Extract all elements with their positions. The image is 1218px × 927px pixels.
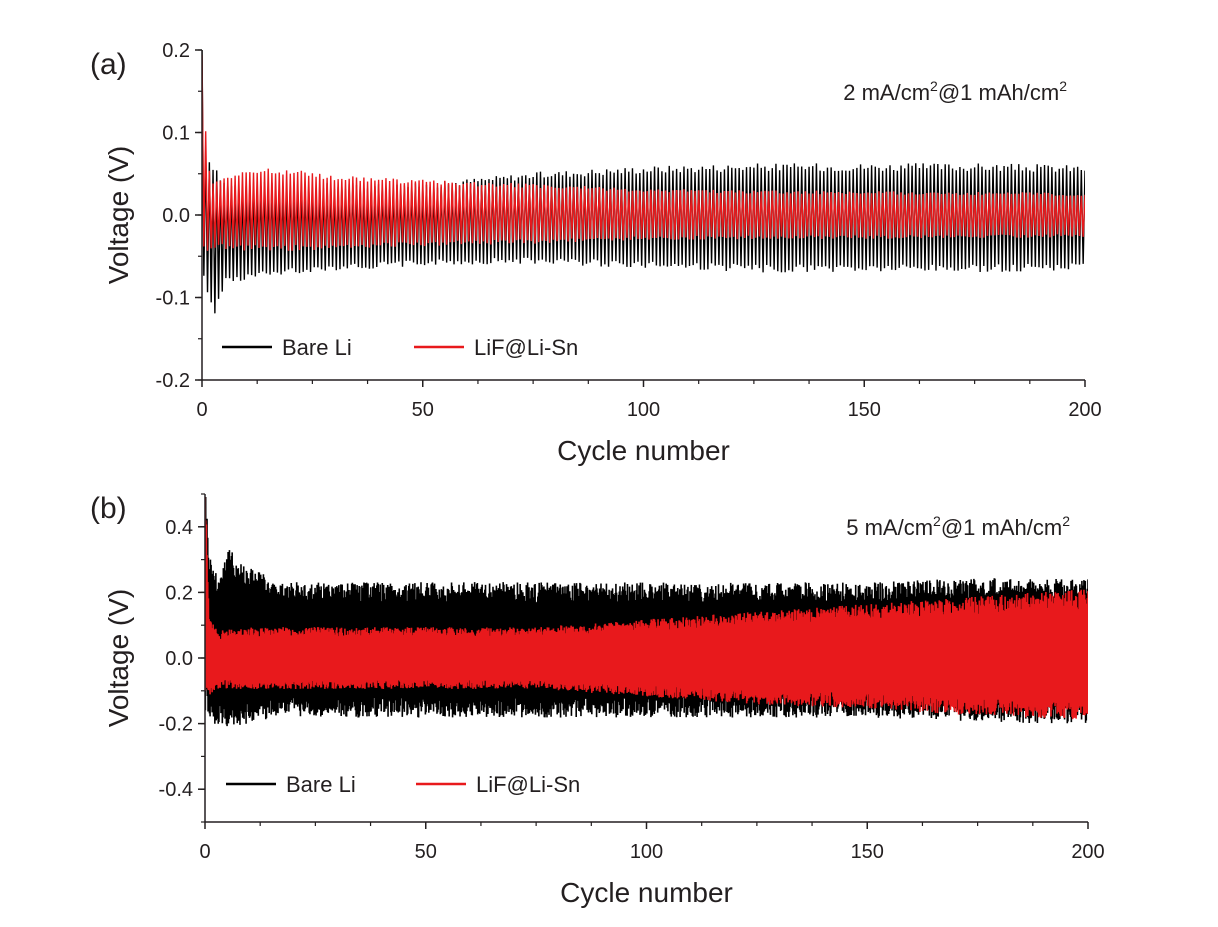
y-axis-title: Voltage (V) (103, 589, 134, 728)
condition-sup1: 2 (930, 78, 938, 94)
x-tick-label: 200 (1071, 841, 1104, 863)
condition-main2: @1 mAh/cm (938, 80, 1059, 105)
condition-sup1: 2 (933, 513, 941, 529)
legend-label: LiF@Li-Sn (474, 335, 578, 360)
y-axis-title: Voltage (V) (103, 146, 134, 285)
x-axis-title: Cycle number (557, 435, 730, 466)
x-tick-label: 50 (412, 399, 434, 421)
plot-area (202, 50, 1085, 314)
y-tick-label: -0.1 (156, 288, 190, 310)
y-tick-label: 0.4 (165, 517, 193, 539)
x-tick-label: 50 (415, 841, 437, 863)
condition-main2: @1 mAh/cm (941, 515, 1062, 540)
panel-a: 0 50 100 150 200 -0.2 -0.1 0.0 0.1 0.2 Cycle numbe… (90, 40, 1102, 466)
x-axis-title: Cycle number (560, 877, 733, 908)
legend-label: Bare Li (286, 772, 356, 797)
figure-background (95, 38, 1115, 918)
x-tick-label: 150 (848, 399, 881, 421)
legend-label: Bare Li (282, 335, 352, 360)
y-tick-label: 0.1 (162, 123, 190, 145)
x-tick-label: 150 (851, 841, 884, 863)
y-tick-label: -0.2 (159, 714, 193, 736)
x-tick-label: 100 (630, 841, 663, 863)
y-tick-label: 0.2 (162, 40, 190, 62)
condition-annotation: 2 mA/cm2@1 mAh/cm2 (843, 78, 1067, 105)
condition-main1: 2 mA/cm (843, 80, 930, 105)
series-line-lif-li-sn (205, 497, 1088, 720)
y-tick-label: -0.2 (156, 370, 190, 392)
panel-label: (b) (90, 492, 127, 525)
y-tick-label: 0.2 (165, 582, 193, 604)
panel-b: 0 50 100 150 200 -0.4 -0.2 0.0 0.2 0.4 Cycle numbe… (90, 492, 1105, 908)
y-tick-label: 0.0 (165, 648, 193, 670)
series-line-lif-li-sn (202, 55, 1085, 251)
condition-main1: 5 mA/cm (846, 515, 933, 540)
plot-area (205, 496, 1088, 727)
y-tick-label: -0.4 (159, 779, 193, 801)
legend-label: LiF@Li-Sn (476, 772, 580, 797)
condition-sup2: 2 (1062, 513, 1070, 529)
x-tick-label: 0 (196, 399, 207, 421)
panel-label: (a) (90, 48, 127, 81)
x-tick-label: 100 (627, 399, 660, 421)
y-tick-label: 0.0 (162, 205, 190, 227)
x-tick-label: 0 (199, 841, 210, 863)
x-tick-label: 200 (1068, 399, 1101, 421)
condition-annotation: 5 mA/cm2@1 mAh/cm2 (846, 513, 1070, 540)
condition-sup2: 2 (1059, 78, 1067, 94)
